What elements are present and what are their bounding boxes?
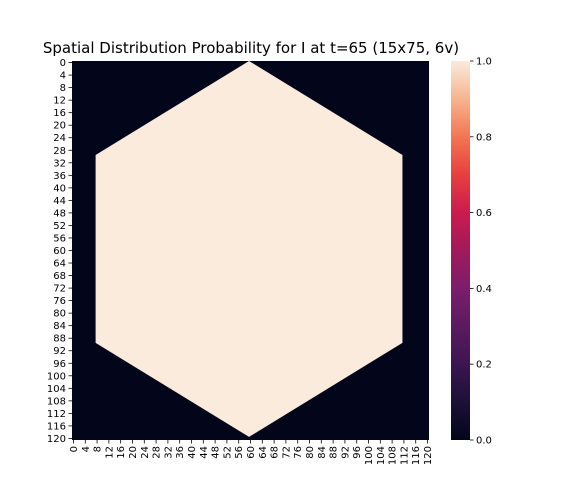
x-tick-label: 56 <box>234 446 245 459</box>
x-tick-label: 76 <box>293 446 304 459</box>
y-tick-label: 52 <box>53 221 66 232</box>
x-tick-label: 112 <box>399 446 410 465</box>
x-tick-label: 12 <box>104 446 115 459</box>
y-tick-label: 96 <box>53 359 66 370</box>
y-tick-label: 36 <box>53 171 66 182</box>
y-tick-label: 72 <box>53 284 66 295</box>
y-tick-label: 112 <box>47 409 66 420</box>
x-tick-label: 20 <box>128 446 139 459</box>
y-tick-label: 48 <box>53 208 66 219</box>
y-tick-label: 24 <box>53 133 66 144</box>
y-tick-label: 84 <box>53 321 66 332</box>
y-tick-label: 116 <box>47 421 66 432</box>
y-tick-label: 28 <box>53 146 66 157</box>
x-tick-label: 60 <box>246 446 257 459</box>
colorbar-tick-label: 0.0 <box>476 436 492 447</box>
x-tick-label: 0 <box>69 446 80 452</box>
x-tick-label: 100 <box>364 446 375 465</box>
x-tick-label: 120 <box>423 446 434 465</box>
x-tick-label: 80 <box>305 446 316 459</box>
x-tick-label: 108 <box>388 446 399 465</box>
x-tick-label: 16 <box>116 446 127 459</box>
colorbar-tick-label: 0.6 <box>476 208 492 219</box>
y-tick-label: 40 <box>53 183 66 194</box>
x-tick-label: 72 <box>281 446 292 459</box>
x-tick-label: 44 <box>199 446 210 459</box>
x-tick-label: 96 <box>352 446 363 459</box>
y-tick-label: 108 <box>47 396 66 407</box>
x-tick-label: 40 <box>187 446 198 459</box>
colorbar: 0.0 0.2 0.4 0.6 0.8 1.0 <box>451 57 492 447</box>
colorbar-gradient <box>451 61 470 440</box>
y-tick-label: 4 <box>60 71 66 82</box>
y-tick-label: 8 <box>60 83 66 94</box>
x-tick-label: 32 <box>163 446 174 459</box>
y-tick-label: 88 <box>53 334 66 345</box>
y-tick-label: 76 <box>53 296 66 307</box>
y-tick-label: 92 <box>53 346 66 357</box>
y-tick-label: 120 <box>47 434 66 445</box>
high-probability-region <box>95 61 403 437</box>
y-tick-label: 104 <box>47 384 66 395</box>
y-tick-label: 100 <box>47 371 66 382</box>
y-tick-label: 12 <box>53 96 66 107</box>
x-axis: 0 4 8 12 16 20 24 28 32 36 40 44 48 52 56 60 64 68 72 76 80 8… <box>69 440 434 465</box>
x-tick-label: 104 <box>376 446 387 465</box>
x-tick-label: 92 <box>340 446 351 459</box>
chart-title: Spatial Distribution Probability for I a… <box>43 39 459 57</box>
y-tick-label: 16 <box>53 108 66 119</box>
colorbar-tick-label: 0.2 <box>476 360 492 371</box>
y-tick-label: 60 <box>53 246 66 257</box>
x-tick-label: 52 <box>222 446 233 459</box>
x-tick-label: 64 <box>258 446 269 459</box>
x-tick-label: 48 <box>211 446 222 459</box>
x-tick-label: 8 <box>93 446 104 452</box>
y-tick-label: 20 <box>53 121 66 132</box>
y-axis: 0481216202428323640444852566064687276808… <box>47 58 72 445</box>
y-tick-label: 80 <box>53 309 66 320</box>
y-tick-label: 64 <box>53 259 66 270</box>
colorbar-tick-label: 0.8 <box>476 132 492 143</box>
colorbar-tick-label: 0.4 <box>476 284 492 295</box>
y-tick-label: 0 <box>60 58 66 69</box>
heatmap-plot <box>72 61 429 440</box>
x-tick-label: 88 <box>329 446 340 459</box>
x-tick-label: 36 <box>175 446 186 459</box>
x-tick-label: 28 <box>152 446 163 459</box>
y-tick-label: 32 <box>53 158 66 169</box>
y-tick-label: 44 <box>53 196 66 207</box>
x-tick-label: 116 <box>411 446 422 465</box>
y-tick-label: 68 <box>53 271 66 282</box>
y-tick-label: 56 <box>53 233 66 244</box>
x-tick-label: 68 <box>270 446 281 459</box>
x-tick-label: 4 <box>81 446 92 452</box>
colorbar-tick-label: 1.0 <box>476 57 492 68</box>
x-tick-label: 24 <box>140 446 151 459</box>
x-tick-label: 84 <box>317 446 328 459</box>
